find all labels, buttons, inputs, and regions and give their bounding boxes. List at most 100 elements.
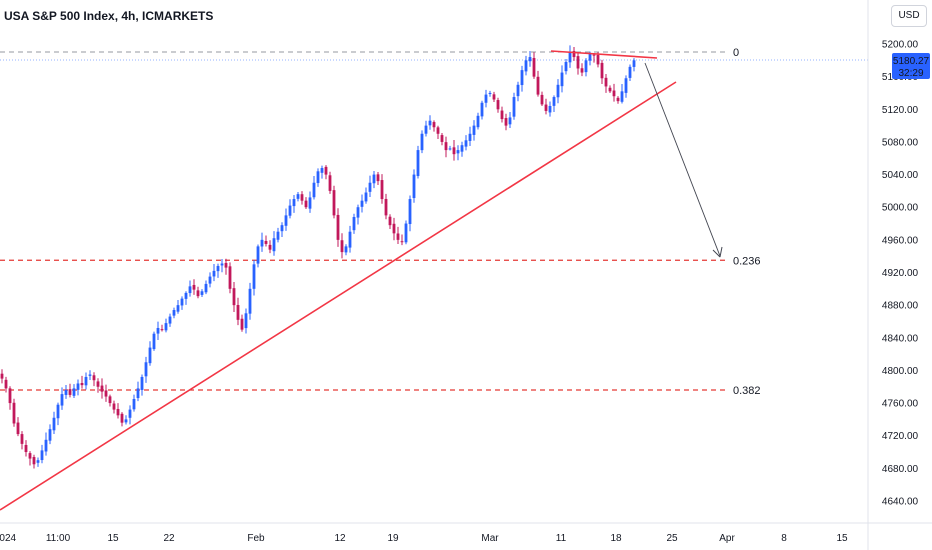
candle-body: [548, 106, 552, 113]
candle-body: [28, 453, 32, 459]
candle-body: [204, 283, 208, 293]
candle-body: [56, 404, 60, 419]
candle-body: [44, 439, 48, 452]
candle-body: [536, 76, 540, 95]
candle-body: [208, 276, 212, 284]
candle-body: [516, 84, 520, 97]
candle-body: [444, 142, 448, 151]
y-tick-label: 4640.00: [882, 497, 919, 508]
candle-body: [316, 171, 320, 184]
y-tick-label: 5040.00: [882, 170, 919, 181]
candle-body: [424, 125, 428, 134]
candle-body: [0, 373, 4, 379]
chart-title: USA S&P 500 Index, 4h, ICMARKETS: [4, 9, 214, 23]
candle-body: [404, 223, 408, 243]
candle-body: [628, 66, 632, 78]
x-tick-label: 19: [387, 533, 399, 544]
fib-level-label: 0: [733, 47, 739, 59]
y-tick-label: 4720.00: [882, 431, 919, 442]
candle-body: [372, 174, 376, 184]
candle-body: [484, 94, 488, 103]
candle-body: [136, 388, 140, 399]
candle-body: [308, 197, 312, 209]
candle-body: [524, 60, 528, 72]
candle-body: [436, 127, 440, 134]
candle-body: [108, 396, 112, 404]
y-tick-label: 4880.00: [882, 301, 919, 312]
candle-body: [4, 379, 8, 389]
candle-body: [520, 70, 524, 86]
candle-body: [452, 147, 456, 155]
candle-body: [580, 68, 584, 73]
candle-body: [464, 140, 468, 147]
projection-arrowhead: [712, 246, 723, 258]
candle-body: [432, 122, 436, 128]
candle-body: [476, 115, 480, 128]
candle-body: [32, 457, 36, 465]
candle-body: [284, 215, 288, 226]
candle-body: [304, 200, 308, 208]
candle-body: [600, 62, 604, 79]
candle-body: [48, 429, 52, 441]
candle-body: [612, 90, 616, 97]
candle-body: [224, 262, 228, 268]
candle-body: [168, 316, 172, 324]
candle-body: [604, 77, 608, 87]
currency-button[interactable]: USD: [891, 5, 927, 27]
x-tick-label: Mar: [481, 533, 499, 544]
candle-body: [480, 102, 484, 117]
x-tick-label: 15: [107, 533, 119, 544]
candle-body: [608, 87, 612, 92]
candle-body: [448, 148, 452, 150]
candle-body: [572, 50, 576, 58]
candle-body: [352, 217, 356, 231]
candle-body: [112, 403, 116, 410]
candle-body: [332, 190, 336, 216]
candle-body: [200, 291, 204, 295]
candle-body: [428, 120, 432, 126]
candle-body: [416, 150, 420, 177]
candle-body: [324, 166, 328, 175]
candle-body: [148, 347, 152, 364]
candle-body: [72, 388, 76, 396]
candle-body: [456, 150, 460, 154]
last-price-badge: [892, 53, 930, 79]
candle-body: [152, 333, 156, 350]
candle-body: [356, 207, 360, 218]
candle-body: [492, 94, 496, 100]
candle-body: [328, 175, 332, 191]
ascending-trendline[interactable]: [0, 81, 677, 511]
candle-body: [552, 97, 556, 106]
x-tick-label: 8: [781, 533, 787, 544]
candle-body: [288, 205, 292, 216]
candle-body: [276, 231, 280, 240]
x-tick-label: 18: [610, 533, 622, 544]
candle-body: [440, 135, 444, 142]
top-resistance-line[interactable]: [550, 50, 658, 59]
candle-body: [564, 61, 568, 72]
candle-body: [528, 57, 532, 62]
candle-body: [320, 168, 324, 173]
candle-body: [228, 266, 232, 289]
candle-body: [312, 182, 316, 198]
y-tick-label: 4960.00: [882, 235, 919, 246]
candle-body: [588, 53, 592, 61]
projection-arrow-line: [644, 62, 721, 257]
candle-body: [292, 199, 296, 207]
candle-body: [496, 100, 500, 110]
x-tick-label: 11:00: [46, 533, 71, 544]
x-tick-label: 25: [666, 533, 678, 544]
candle-body: [624, 78, 628, 93]
candle-body: [368, 182, 372, 192]
candle-body: [252, 264, 256, 289]
candle-body: [280, 225, 284, 232]
candle-body: [236, 304, 240, 320]
candle-body: [52, 417, 56, 431]
candle-body: [128, 409, 132, 418]
fib-level-label: 0.236: [733, 255, 761, 267]
candle-body: [344, 246, 348, 253]
candle-body: [16, 422, 20, 435]
candle-body: [296, 194, 300, 199]
candle-body: [500, 110, 504, 120]
